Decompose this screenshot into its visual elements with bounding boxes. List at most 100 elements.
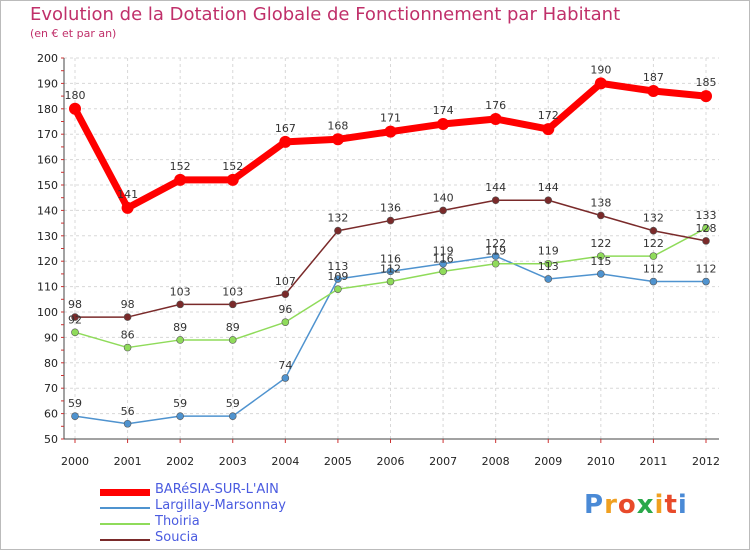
data-label: 122: [590, 237, 611, 250]
data-label: 107: [275, 275, 296, 288]
data-label: 132: [643, 212, 664, 225]
data-point: [279, 135, 292, 148]
data-label: 112: [696, 263, 717, 276]
data-point: [386, 267, 395, 276]
y-tick-label: 110: [37, 281, 58, 294]
data-label: 74: [278, 359, 292, 372]
x-tick-label: 2009: [534, 455, 562, 468]
x-tick-label: 2011: [639, 455, 667, 468]
data-point: [597, 270, 605, 278]
data-label: 109: [327, 270, 348, 283]
data-label: 56: [121, 405, 135, 418]
data-point: [491, 252, 500, 260]
data-label: 86: [121, 329, 135, 342]
data-label: 89: [226, 321, 240, 334]
data-label: 116: [433, 252, 454, 265]
x-tick-label: 2005: [324, 455, 352, 468]
data-point: [700, 90, 712, 103]
x-tick-label: 2000: [61, 455, 89, 468]
logo-letter: P: [584, 490, 605, 520]
data-label: 103: [170, 285, 191, 298]
data-label: 59: [68, 397, 82, 410]
data-point: [121, 201, 134, 214]
y-tick-label: 130: [37, 230, 58, 243]
data-label: 122: [485, 237, 506, 250]
x-tick-label: 2007: [429, 455, 457, 468]
data-label: 180: [65, 89, 86, 102]
data-point: [491, 259, 500, 268]
data-label: 168: [327, 119, 348, 132]
y-tick-label: 80: [44, 357, 58, 370]
data-label: 119: [538, 245, 559, 258]
data-label: 144: [538, 181, 559, 194]
data-point: [649, 226, 658, 235]
x-tick-label: 2006: [377, 455, 405, 468]
data-label: 98: [121, 298, 135, 311]
data-label: 128: [696, 222, 717, 235]
data-point: [334, 285, 342, 293]
y-tick-label: 120: [37, 255, 58, 268]
data-label: 113: [538, 260, 559, 273]
data-point: [174, 173, 187, 186]
plot-area: [64, 58, 719, 439]
data-point: [386, 216, 395, 225]
data-point: [176, 336, 184, 344]
data-point: [71, 328, 79, 337]
legend-label: Soucia: [155, 530, 199, 545]
data-point: [334, 226, 342, 235]
data-point: [544, 259, 553, 268]
data-label: 116: [380, 252, 401, 265]
data-label: 133: [696, 209, 717, 222]
data-label: 98: [68, 298, 82, 311]
data-label: 187: [643, 71, 664, 84]
legend-label: Largillay-Marsonnay: [155, 498, 286, 513]
data-label: 89: [173, 321, 187, 334]
data-label: 176: [485, 99, 506, 112]
data-label: 171: [380, 112, 401, 125]
data-label: 122: [643, 237, 664, 250]
data-point: [71, 412, 79, 420]
x-tick-label: 2004: [271, 455, 299, 468]
data-point: [331, 133, 344, 146]
legend-swatch: [100, 488, 150, 496]
x-tick-label: 2003: [219, 455, 247, 468]
data-point: [281, 290, 290, 299]
legend-swatch: [100, 539, 150, 541]
x-tick-label: 2012: [692, 455, 720, 468]
data-point: [176, 412, 184, 420]
y-tick-label: 190: [37, 77, 58, 90]
y-tick-label: 60: [44, 408, 58, 421]
data-label: 138: [590, 196, 611, 209]
data-point: [594, 77, 607, 90]
data-point: [228, 300, 237, 309]
data-point: [649, 252, 658, 260]
data-point: [69, 102, 81, 115]
data-label: 119: [433, 245, 454, 258]
data-label: 119: [485, 245, 506, 258]
legend-swatch: [100, 523, 150, 525]
data-point: [71, 313, 79, 321]
data-label: 152: [222, 160, 243, 173]
legend-label: BARéSIA-SUR-L'AIN: [155, 482, 279, 497]
data-label: 112: [643, 263, 664, 276]
data-label: 185: [696, 76, 717, 89]
data-point: [439, 259, 447, 268]
data-point: [544, 275, 553, 283]
y-tick-label: 200: [37, 52, 58, 65]
logo-letter: o: [617, 490, 637, 520]
data-point: [647, 85, 660, 98]
data-point: [542, 123, 555, 136]
data-point: [123, 343, 132, 352]
y-tick-label: 170: [37, 128, 58, 141]
logo-letter: i: [654, 490, 665, 520]
data-point: [702, 224, 710, 232]
data-point: [597, 211, 605, 220]
data-point: [384, 125, 397, 138]
data-point: [702, 237, 710, 245]
logo-letter: x: [636, 490, 655, 520]
data-label: 103: [222, 285, 243, 298]
data-point: [226, 173, 239, 186]
x-tick-label: 2001: [114, 455, 142, 468]
